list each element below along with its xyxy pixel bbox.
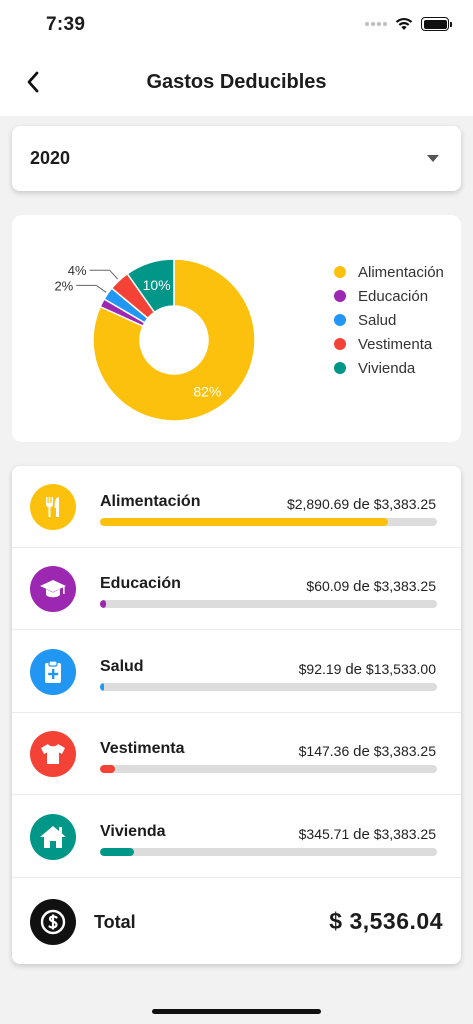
- total-value: $ 3,536.04: [329, 908, 443, 934]
- amount-connector: de: [345, 660, 363, 678]
- amount-connector: de: [353, 825, 370, 843]
- legend-label: Alimentación: [358, 263, 444, 281]
- legend-item: Salud: [334, 308, 444, 332]
- amount-spent: $60.09: [306, 578, 350, 595]
- progress-bar: [100, 518, 437, 526]
- legend-label: Vivienda: [358, 359, 416, 377]
- amount-limit: $3,383.25: [373, 578, 436, 595]
- legend-label: Vestimenta: [358, 335, 433, 353]
- back-button[interactable]: [18, 66, 48, 98]
- category-amount: $345.71 de $3,383.25: [299, 826, 436, 843]
- legend-dot: [334, 290, 346, 302]
- signal-icon: [365, 22, 387, 26]
- amount-limit: $3,383.25: [373, 825, 436, 842]
- amount-connector: de: [353, 496, 370, 513]
- wifi-icon: [395, 17, 413, 30]
- slice-label-salud: 2%: [54, 278, 73, 293]
- category-row-salud[interactable]: Salud $92.19 de $13,533.00: [12, 631, 461, 713]
- category-amount: $147.36 de $3,383.25: [299, 743, 436, 760]
- category-row-vivienda[interactable]: Vivienda $345.71 de $3,383.25: [12, 796, 461, 878]
- status-icons: [365, 16, 452, 32]
- category-name: Vestimenta: [100, 740, 185, 758]
- dollar-icon: [30, 899, 76, 945]
- progress-fill: [100, 847, 135, 856]
- legend-label: Educación: [358, 287, 429, 305]
- medical-clipboard-icon: [30, 648, 76, 695]
- house-icon: [30, 813, 76, 860]
- legend-item: Vestimenta: [334, 332, 444, 356]
- pie-slice-alimentación: [92, 258, 256, 422]
- amount-limit: $13,533.00: [365, 660, 436, 677]
- restaurant-icon: [30, 484, 76, 530]
- total-row: Total $ 3,536.04: [12, 878, 461, 964]
- progress-fill: [100, 682, 105, 691]
- legend-dot: [334, 314, 346, 326]
- amount-connector: de: [353, 743, 370, 761]
- category-name: Educación: [100, 575, 181, 593]
- slice-label-alimentación: 82%: [193, 384, 221, 400]
- progress-fill: [100, 765, 115, 774]
- status-time: 7:39: [46, 14, 86, 35]
- donut-chart: 82% 2%4% 10%: [54, 258, 256, 422]
- category-name: Salud: [100, 657, 144, 675]
- caret-down-icon: [427, 155, 439, 162]
- total-label: Total: [94, 912, 136, 932]
- legend-item: Educación: [334, 284, 444, 308]
- category-amount: $92.19 de $13,533.00: [299, 661, 436, 678]
- legend-label: Salud: [358, 311, 397, 329]
- chart-legend: Alimentación Educación Salud Vestimenta Vivi…: [334, 260, 444, 380]
- category-list: Vivienda $345.71 de $3,383.25 Vestimenta $1…: [12, 466, 461, 964]
- legend-dot: [334, 362, 346, 374]
- progress-bar: [100, 847, 437, 856]
- page-title: Gastos Deducibles: [146, 71, 327, 93]
- app-bar: Gastos Deducibles: [0, 48, 473, 116]
- legend-item: Alimentación: [334, 260, 444, 284]
- tshirt-icon: [30, 731, 76, 778]
- category-amount: $2,890.69 de $3,383.25: [287, 496, 436, 513]
- amount-limit: $3,383.25: [373, 496, 436, 512]
- slice-leader-line: [76, 284, 107, 293]
- graduation-cap-icon: [30, 566, 76, 613]
- chevron-left-icon: [27, 71, 39, 93]
- battery-icon: [421, 17, 452, 31]
- amount-spent: $345.71: [298, 825, 350, 842]
- year-value: 2020: [30, 148, 71, 168]
- legend-item: Vivienda: [334, 356, 444, 380]
- category-amount: $60.09 de $3,383.25: [306, 578, 436, 595]
- legend-dot: [334, 266, 346, 278]
- chart-card: 82% 2% 4% 10% Alimentación Educación Salud Ves…: [12, 215, 461, 442]
- category-row-vestimenta[interactable]: Vestimenta $147.36 de $3,383.25: [12, 713, 461, 796]
- home-indicator: [152, 1009, 321, 1014]
- category-name: Vivienda: [100, 822, 166, 840]
- amount-spent: $2,890.69: [286, 496, 350, 512]
- amount-limit: $3,383.25: [373, 743, 436, 760]
- amount-connector: de: [353, 578, 370, 596]
- progress-bar: [100, 682, 437, 691]
- progress-bar: [100, 600, 437, 609]
- pie-slice-vivienda: [126, 258, 175, 314]
- amount-spent: $92.19: [298, 660, 342, 677]
- slice-label-vivienda: 10%: [143, 277, 171, 293]
- progress-bar: [100, 765, 437, 774]
- slice-leader-line: [89, 269, 119, 280]
- category-name: Alimentación: [100, 493, 201, 510]
- category-row-alimentación[interactable]: Alimentación $2,890.69 de $3,383.25: [12, 466, 461, 548]
- legend-dot: [334, 338, 346, 350]
- progress-fill: [100, 518, 389, 526]
- status-bar: 7:39: [0, 0, 473, 48]
- amount-spent: $147.36: [298, 743, 350, 760]
- category-row-educación[interactable]: Educación $60.09 de $3,383.25: [12, 548, 461, 631]
- year-dropdown[interactable]: 2020: [12, 126, 461, 191]
- progress-fill: [100, 600, 107, 609]
- slice-label-vestimenta: 4%: [68, 263, 87, 278]
